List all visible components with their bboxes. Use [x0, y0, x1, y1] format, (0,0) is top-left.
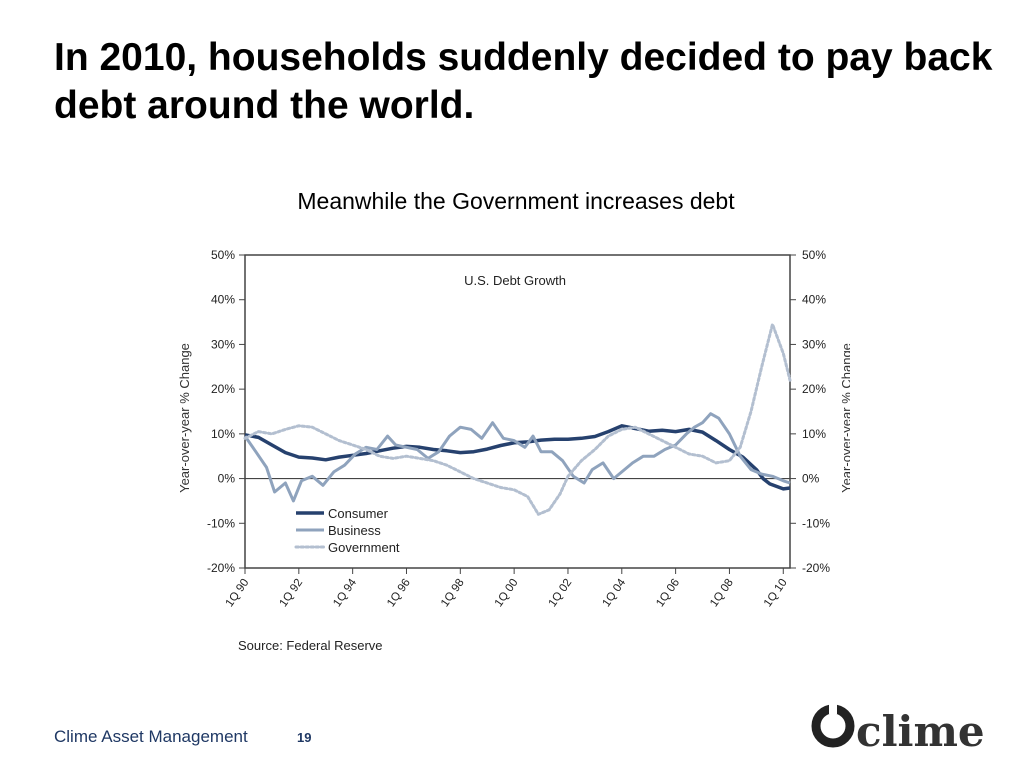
- x-tick-label: 1Q 02: [547, 577, 575, 610]
- legend-government-label: Government: [328, 540, 400, 555]
- y-tick-label-left: 50%: [211, 248, 235, 262]
- x-tick-label: 1Q 06: [654, 577, 682, 610]
- plot-frame: [244, 254, 791, 569]
- page-number: 19: [297, 730, 312, 745]
- x-tick-label: 1Q 92: [277, 577, 305, 610]
- logo-notch: [829, 701, 837, 714]
- y-axis-left-label: Year-over-year % Change: [177, 343, 192, 493]
- legend-consumer-label: Consumer: [328, 506, 389, 521]
- x-tick-label: 1Q 08: [708, 577, 736, 610]
- y-tick-label-right: 20%: [802, 382, 826, 396]
- y-tick-label-left: 0%: [218, 472, 236, 486]
- x-tick-label: 1Q 96: [385, 577, 413, 610]
- x-tick-label: 1Q 00: [493, 577, 521, 610]
- x-tick-label: 1Q 04: [600, 576, 628, 609]
- series-line-business: [243, 412, 791, 503]
- chart-source: Source: Federal Reserve: [238, 638, 383, 653]
- x-tick-label: 1Q 98: [439, 577, 467, 610]
- debt-growth-chart: 50% 40% 30% 20% 10% 0% -10% -20% 50% 40% 30% 20% 10…: [177, 248, 850, 653]
- x-axis: 1Q 90 1Q 92 1Q 94 1Q 96 1Q 98 1Q 00 1Q 02 1Q 04…: [224, 568, 790, 609]
- y-tick-label-right: -20%: [802, 561, 830, 575]
- series-layer: [243, 322, 792, 516]
- legend-business-label: Business: [328, 523, 381, 538]
- y-tick-label-right: 0%: [802, 472, 820, 486]
- y-tick-label-right: 30%: [802, 337, 826, 351]
- slide-subtitle: Meanwhile the Government increases debt: [297, 188, 735, 214]
- x-tick-label: 1Q 94: [331, 576, 359, 609]
- y-axis-right-label: Year-over-year % Change: [839, 343, 850, 493]
- clime-logo: clime: [811, 701, 985, 756]
- y-tick-label-right: 10%: [802, 427, 826, 441]
- y-tick-label-right: 50%: [802, 248, 826, 262]
- slide-title: In 2010, households suddenly decided to …: [54, 36, 993, 127]
- footer-company: Clime Asset Management: [54, 727, 248, 746]
- y-axis-right: 50% 40% 30% 20% 10% 0% -10% -20%: [790, 248, 830, 575]
- legend: Consumer Business Government: [294, 506, 400, 555]
- y-tick-label-left: 30%: [211, 337, 235, 351]
- y-tick-label-left: 20%: [211, 382, 235, 396]
- y-tick-label-right: 40%: [802, 293, 826, 307]
- y-tick-label-right: -10%: [802, 516, 830, 530]
- x-tick-label: 1Q 90: [224, 577, 252, 610]
- y-tick-label-left: -20%: [207, 561, 235, 575]
- logo-ring-icon: [811, 704, 855, 748]
- y-tick-label-left: -10%: [207, 516, 235, 530]
- series-line-government: [243, 322, 792, 516]
- logo-wordmark: clime: [856, 707, 985, 756]
- x-tick-label: 1Q 10: [762, 577, 790, 610]
- y-axis-left: 50% 40% 30% 20% 10% 0% -10% -20%: [207, 248, 245, 575]
- y-tick-label-left: 10%: [211, 427, 235, 441]
- y-tick-label-left: 40%: [211, 293, 235, 307]
- chart-title: U.S. Debt Growth: [464, 273, 566, 288]
